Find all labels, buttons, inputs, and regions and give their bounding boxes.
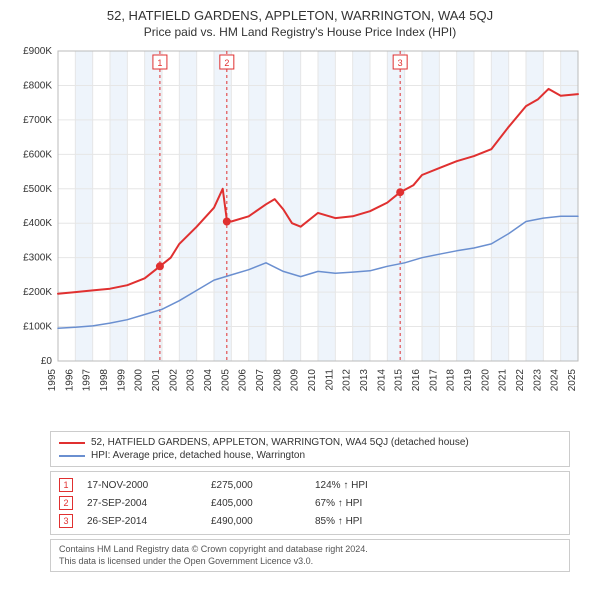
svg-text:2019: 2019: [463, 369, 474, 392]
svg-text:2022: 2022: [515, 369, 526, 392]
svg-text:1: 1: [157, 58, 162, 68]
legend-item: 52, HATFIELD GARDENS, APPLETON, WARRINGT…: [59, 436, 561, 449]
svg-text:1999: 1999: [116, 369, 127, 392]
svg-text:£800K: £800K: [23, 80, 52, 91]
svg-text:2023: 2023: [532, 369, 543, 392]
svg-text:£100K: £100K: [23, 322, 52, 333]
svg-text:2006: 2006: [238, 369, 249, 392]
legend-label: HPI: Average price, detached house, Warr…: [91, 450, 305, 461]
sales-row: 3 26-SEP-2014 £490,000 85% ↑ HPI: [59, 512, 561, 530]
svg-text:2010: 2010: [307, 369, 318, 392]
svg-text:2013: 2013: [359, 369, 370, 392]
svg-text:£400K: £400K: [23, 218, 52, 229]
svg-text:2025: 2025: [567, 369, 578, 392]
svg-text:£0: £0: [41, 356, 53, 367]
svg-text:£700K: £700K: [23, 115, 52, 126]
sale-marker-1: 1: [59, 478, 73, 492]
svg-text:2012: 2012: [342, 369, 353, 392]
svg-text:2003: 2003: [186, 369, 197, 392]
svg-text:2024: 2024: [550, 369, 561, 392]
svg-text:1996: 1996: [64, 369, 75, 392]
sale-pct: 124% ↑ HPI: [315, 480, 425, 491]
sale-price: £405,000: [211, 498, 301, 509]
svg-text:2005: 2005: [220, 369, 231, 392]
svg-text:1997: 1997: [82, 369, 93, 392]
legend: 52, HATFIELD GARDENS, APPLETON, WARRINGT…: [50, 431, 570, 467]
svg-text:2: 2: [224, 58, 229, 68]
svg-text:£500K: £500K: [23, 184, 52, 195]
legend-swatch-hpi: [59, 455, 85, 457]
svg-text:£900K: £900K: [23, 46, 52, 57]
svg-text:2001: 2001: [151, 369, 162, 392]
sale-price: £275,000: [211, 480, 301, 491]
legend-swatch-property: [59, 442, 85, 444]
sale-date: 27-SEP-2004: [87, 498, 197, 509]
svg-text:2007: 2007: [255, 369, 266, 392]
legend-item: HPI: Average price, detached house, Warr…: [59, 449, 561, 462]
svg-text:2004: 2004: [203, 369, 214, 392]
svg-text:2015: 2015: [394, 369, 405, 392]
svg-text:2021: 2021: [498, 369, 509, 392]
svg-text:2011: 2011: [324, 369, 335, 391]
svg-text:£600K: £600K: [23, 149, 52, 160]
footer: Contains HM Land Registry data © Crown c…: [50, 539, 570, 572]
svg-text:1995: 1995: [47, 369, 58, 392]
svg-text:2002: 2002: [168, 369, 179, 392]
svg-text:3: 3: [398, 58, 403, 68]
footer-line2: This data is licensed under the Open Gov…: [59, 556, 561, 568]
svg-text:£200K: £200K: [23, 287, 52, 298]
svg-text:2008: 2008: [272, 369, 283, 392]
svg-text:2014: 2014: [376, 369, 387, 392]
footer-line1: Contains HM Land Registry data © Crown c…: [59, 544, 561, 556]
sale-date: 26-SEP-2014: [87, 516, 197, 527]
svg-text:2020: 2020: [480, 369, 491, 392]
svg-text:2009: 2009: [290, 369, 301, 392]
sale-marker-2: 2: [59, 496, 73, 510]
chart: £0 £100K £200K £300K £400K £500K £600K £700K £80…: [10, 45, 590, 425]
svg-text:1998: 1998: [99, 369, 110, 392]
sales-table: 1 17-NOV-2000 £275,000 124% ↑ HPI 2 27-S…: [50, 471, 570, 535]
chart-svg: £0 £100K £200K £300K £400K £500K £600K £700K £80…: [10, 45, 590, 425]
page: 52, HATFIELD GARDENS, APPLETON, WARRINGT…: [0, 0, 600, 590]
chart-title-sub: Price paid vs. HM Land Registry's House …: [10, 25, 590, 39]
sale-price: £490,000: [211, 516, 301, 527]
svg-text:2017: 2017: [428, 369, 439, 392]
svg-text:2000: 2000: [134, 369, 145, 392]
sale-pct: 67% ↑ HPI: [315, 498, 425, 509]
sale-pct: 85% ↑ HPI: [315, 516, 425, 527]
svg-text:£300K: £300K: [23, 253, 52, 264]
svg-text:2018: 2018: [446, 369, 457, 392]
sale-date: 17-NOV-2000: [87, 480, 197, 491]
svg-text:2016: 2016: [411, 369, 422, 392]
sale-marker-3: 3: [59, 514, 73, 528]
chart-title-address: 52, HATFIELD GARDENS, APPLETON, WARRINGT…: [10, 8, 590, 23]
legend-label: 52, HATFIELD GARDENS, APPLETON, WARRINGT…: [91, 437, 469, 448]
sales-row: 1 17-NOV-2000 £275,000 124% ↑ HPI: [59, 476, 561, 494]
sales-row: 2 27-SEP-2004 £405,000 67% ↑ HPI: [59, 494, 561, 512]
